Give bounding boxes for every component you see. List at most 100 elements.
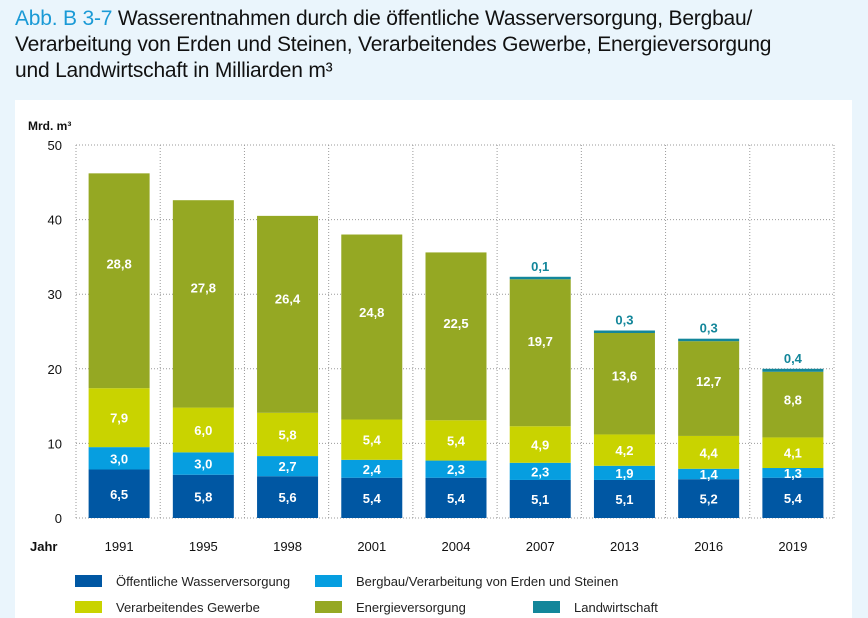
- bar-segment-verarbeitendes-gewerbe-2013: [593, 434, 655, 466]
- bars: [88, 173, 824, 518]
- bar-segment-öffentliche-wasserversorgung-2007: [509, 479, 571, 518]
- bar-segment-energieversorgung-2004: [425, 252, 487, 421]
- bar-segment-verarbeitendes-gewerbe-2004: [425, 420, 487, 461]
- bar-segment-öffentliche-wasserversorgung-2013: [593, 479, 655, 518]
- x-tick-label: 2004: [442, 539, 471, 554]
- x-tick-label: 2013: [610, 539, 639, 554]
- legend-label: Energieversorgung: [356, 599, 466, 615]
- bar-segment-energieversorgung-1995: [172, 200, 234, 408]
- data-label: 5,4: [363, 433, 382, 448]
- data-label: 2,3: [531, 464, 549, 479]
- bar-segment-bergbau-verarbeitung-von-erden-und-steinen-2007: [509, 462, 571, 480]
- data-label: 26,4: [275, 292, 301, 307]
- y-axis-label: Mrd. m³: [28, 119, 71, 133]
- y-tick-label: 0: [55, 511, 62, 526]
- data-label: 27,8: [191, 280, 216, 295]
- x-axis-label: Jahr: [30, 539, 57, 554]
- data-label: 6,0: [194, 423, 212, 438]
- bar-segment-landwirtschaft-2007: [509, 276, 571, 280]
- axes: Mrd. m³ Jahr 0 10 20 30 40 50 1991 1995 1998 2001…: [28, 119, 807, 554]
- bar-segment-bergbau-verarbeitung-von-erden-und-steinen-1995: [172, 452, 234, 475]
- data-label: 5,4: [363, 491, 382, 506]
- bar-segment-energieversorgung-2007: [509, 279, 571, 427]
- bar-segment-bergbau-verarbeitung-von-erden-und-steinen-2013: [593, 465, 655, 480]
- data-label: 0,1: [531, 259, 549, 274]
- x-tick-label: 1991: [105, 539, 134, 554]
- bar-segment-öffentliche-wasserversorgung-2004: [425, 477, 487, 518]
- x-tick-label: 2016: [694, 539, 723, 554]
- legend-swatch: [533, 601, 560, 613]
- x-tick-label: 2019: [778, 539, 807, 554]
- legend-swatch: [315, 601, 342, 613]
- data-label: 12,7: [696, 374, 721, 389]
- data-label: 4,1: [784, 446, 802, 461]
- data-label: 1,9: [615, 466, 633, 481]
- data-label: 6,5: [110, 487, 128, 502]
- y-tick-label: 10: [48, 436, 62, 451]
- bar-segment-verarbeitendes-gewerbe-2001: [341, 419, 403, 460]
- x-tick-label: 1995: [189, 539, 218, 554]
- bar-segment-verarbeitendes-gewerbe-1998: [257, 412, 319, 457]
- data-label: 7,9: [110, 411, 128, 426]
- legend-item-oeffentliche-wasserversorgung: Öffentliche Wasserversorgung: [75, 572, 290, 590]
- bar-segment-energieversorgung-2019: [762, 371, 824, 438]
- data-label: 5,4: [447, 491, 466, 506]
- y-tick-label: 20: [48, 362, 62, 377]
- data-label: 4,4: [700, 445, 719, 460]
- data-label: 3,0: [110, 451, 128, 466]
- bar-segment-verarbeitendes-gewerbe-1995: [172, 407, 234, 453]
- y-tick-label: 30: [48, 287, 62, 302]
- data-label: 5,1: [531, 492, 549, 507]
- data-label: 13,6: [612, 369, 637, 384]
- data-label: 5,4: [784, 491, 803, 506]
- legend-label: Landwirtschaft: [574, 599, 658, 615]
- legend-item-landwirtschaft: Landwirtschaft: [533, 598, 658, 616]
- bar-segment-verarbeitendes-gewerbe-2016: [678, 435, 740, 469]
- bar-segment-öffentliche-wasserversorgung-1998: [257, 476, 319, 518]
- x-tick-label: 1998: [273, 539, 302, 554]
- x-tick-label: 2007: [526, 539, 555, 554]
- bar-segment-öffentliche-wasserversorgung-2019: [762, 477, 824, 518]
- legend-item-verarbeitendes-gewerbe: Verarbeitendes Gewerbe: [75, 598, 260, 616]
- data-label: 5,1: [615, 492, 633, 507]
- data-label: 5,6: [279, 490, 297, 505]
- data-label: 5,8: [194, 489, 212, 504]
- legend-item-energieversorgung: Energieversorgung: [315, 598, 466, 616]
- bar-segment-verarbeitendes-gewerbe-2007: [509, 426, 571, 463]
- data-label: 3,0: [194, 457, 212, 472]
- bar-segment-landwirtschaft-2016: [678, 338, 740, 342]
- bar-segment-energieversorgung-2013: [593, 332, 655, 435]
- data-label: 5,4: [447, 433, 466, 448]
- legend-swatch: [315, 575, 342, 587]
- figure-number: Abb. B 3-7: [15, 7, 113, 30]
- bar-segment-verarbeitendes-gewerbe-2019: [762, 437, 824, 469]
- data-labels: 6,5 3,0 7,9 28,8 5,8 3,0 6,0 27,8 5,6 2,7 5,8 26,4 5…: [106, 257, 802, 507]
- data-label: 4,9: [531, 438, 549, 453]
- bar-segment-verarbeitendes-gewerbe-1991: [88, 388, 150, 448]
- bar-segment-öffentliche-wasserversorgung-1995: [172, 474, 234, 518]
- bar-segment-öffentliche-wasserversorgung-2001: [341, 477, 403, 518]
- title-line-1: Wasserentnahmen durch die öffentliche Wa…: [112, 7, 753, 30]
- bar-segment-energieversorgung-2001: [341, 234, 403, 420]
- data-label: 4,2: [615, 443, 633, 458]
- legend-label: Verarbeitendes Gewerbe: [116, 599, 260, 615]
- data-label: 0,4: [784, 351, 803, 366]
- data-label: 22,5: [443, 316, 468, 331]
- data-label: 1,4: [700, 467, 719, 482]
- chart-title: Abb. B 3-7 Wasserentnahmen durch die öff…: [15, 6, 860, 84]
- data-label: 0,3: [615, 312, 633, 327]
- data-label: 28,8: [106, 257, 131, 272]
- bar-segment-landwirtschaft-2013: [593, 330, 655, 333]
- legend-label: Öffentliche Wasserversorgung: [116, 573, 291, 589]
- legend-swatch: [75, 601, 102, 613]
- bar-segment-bergbau-verarbeitung-von-erden-und-steinen-2004: [425, 460, 487, 478]
- bar-segment-energieversorgung-2016: [678, 341, 740, 436]
- legend-item-bergbau: Bergbau/Verarbeitung von Erden und Stein…: [315, 572, 618, 590]
- data-label: 2,7: [279, 459, 297, 474]
- bar-segment-energieversorgung-1991: [88, 173, 150, 389]
- data-label: 2,3: [447, 462, 465, 477]
- bar-segment-energieversorgung-1998: [257, 215, 319, 413]
- data-label: 0,3: [700, 321, 718, 336]
- bar-segment-bergbau-verarbeitung-von-erden-und-steinen-2016: [678, 468, 740, 480]
